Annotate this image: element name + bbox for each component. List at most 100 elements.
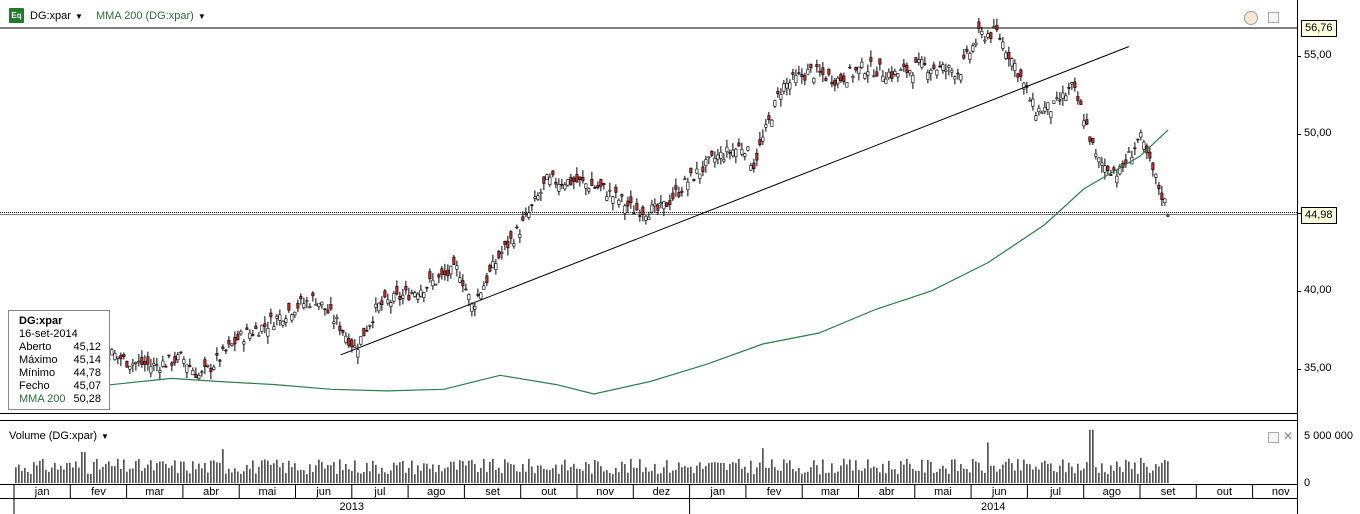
candle-body — [971, 45, 975, 52]
price-chart[interactable] — [0, 0, 1297, 414]
maximize-icon[interactable] — [1268, 432, 1279, 443]
candle-body — [1148, 151, 1152, 159]
candle-body — [701, 166, 705, 173]
volume-bar — [654, 463, 656, 483]
price-panel[interactable] — [0, 0, 1297, 414]
candle-body — [668, 200, 672, 205]
candle-body — [1010, 58, 1014, 67]
volume-bar — [48, 471, 50, 483]
volume-bar — [90, 473, 92, 483]
candle-body — [878, 58, 882, 65]
price-tick-label: 40,00 — [1304, 283, 1332, 296]
price-axis[interactable] — [1297, 0, 1360, 514]
candle-body — [128, 365, 132, 370]
data-window: DG:xpar 16-set-2014 Aberto 45,12 Máximo 45… — [8, 310, 110, 410]
candle-body — [143, 361, 147, 365]
candle-body — [623, 205, 627, 214]
volume-chart[interactable] — [0, 420, 1297, 484]
volume-bar — [150, 460, 152, 483]
volume-bar — [570, 467, 572, 483]
candle-body — [134, 362, 138, 364]
candle-body — [1088, 136, 1092, 142]
volume-bar — [756, 467, 758, 483]
volume-bar — [699, 462, 701, 483]
candle-body — [935, 69, 939, 76]
volume-bar — [219, 462, 221, 483]
volume-bar — [333, 461, 335, 483]
candle-body — [479, 292, 483, 300]
volume-bar — [204, 462, 206, 483]
price-tick-label: 55,00 — [1304, 49, 1332, 61]
candle-body — [1154, 173, 1158, 178]
volume-bar — [132, 468, 134, 483]
volume-bar — [534, 473, 536, 483]
volume-bar — [1086, 462, 1088, 483]
month-label: jan — [34, 486, 50, 498]
volume-bar — [705, 466, 707, 483]
candle-body — [944, 69, 948, 72]
candle-body — [896, 73, 900, 78]
candle-body — [326, 309, 330, 314]
price-tick-mark — [1297, 134, 1301, 136]
indicator-selector[interactable]: MMA 200 (DG:xpar) ▼ — [96, 10, 206, 22]
volume-bar — [624, 464, 626, 483]
volume-bar — [906, 458, 908, 483]
candle-body — [182, 359, 186, 364]
volume-bar — [546, 469, 548, 483]
candle-body — [359, 336, 363, 345]
candle-body — [800, 74, 804, 77]
clock-icon[interactable] — [1244, 11, 1258, 25]
volume-bar — [516, 471, 518, 483]
candle-body — [428, 271, 432, 280]
candle-body — [446, 269, 450, 277]
volume-bar — [732, 462, 734, 483]
candle-body — [1106, 165, 1110, 172]
candle-body — [632, 212, 636, 215]
time-axis[interactable] — [0, 484, 1297, 514]
volume-bar — [513, 464, 515, 483]
volume-bar — [303, 470, 305, 483]
volume-bar — [372, 460, 374, 483]
candle-body — [395, 286, 399, 295]
candle-body — [785, 82, 789, 89]
candle-body — [1046, 102, 1050, 110]
volume-selector[interactable]: Volume (DG:xpar) ▼ — [9, 430, 109, 442]
volume-bar — [45, 469, 47, 483]
candle-body — [116, 356, 120, 359]
volume-panel[interactable] — [0, 420, 1297, 484]
moving-average-line — [15, 129, 1169, 395]
candle-body — [698, 173, 702, 179]
candle-body — [779, 94, 783, 100]
month-label: mar — [820, 486, 840, 498]
volume-bar — [270, 464, 272, 483]
volume-bar — [999, 469, 1001, 483]
month-label: ago — [427, 486, 446, 498]
candle-body — [125, 360, 129, 368]
candle-body — [1082, 120, 1086, 127]
volume-bar — [93, 461, 95, 483]
volume-bar — [159, 461, 161, 483]
volume-bar — [1155, 464, 1157, 483]
maximize-icon[interactable] — [1268, 12, 1279, 23]
candle-body — [320, 301, 324, 306]
candle-body — [542, 176, 546, 184]
candle-body — [335, 317, 339, 319]
candle-body — [728, 151, 732, 154]
volume-bar — [363, 471, 365, 483]
month-label: mar — [145, 486, 165, 498]
candle-body — [317, 302, 321, 307]
close-icon[interactable]: ✕ — [1283, 429, 1294, 443]
candle-body — [920, 59, 924, 68]
candle-body — [164, 365, 168, 368]
volume-bar — [228, 468, 230, 483]
price-tick-mark — [1297, 56, 1301, 57]
volume-bar — [963, 468, 965, 483]
candle-body — [1058, 99, 1062, 102]
candle-body — [248, 332, 252, 339]
candle-body — [764, 124, 768, 128]
volume-bar — [702, 468, 704, 483]
volume-bar — [24, 467, 26, 483]
volume-bar — [66, 463, 68, 483]
volume-bar — [393, 462, 395, 483]
symbol-selector[interactable]: DG:xpar ▼ — [30, 10, 83, 22]
